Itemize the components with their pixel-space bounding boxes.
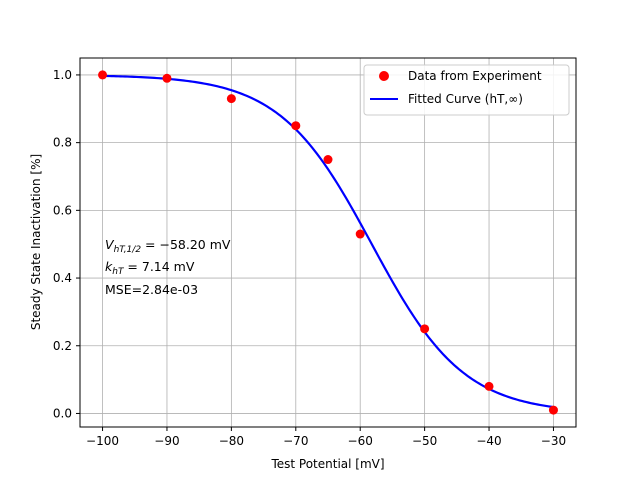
data-point — [355, 229, 365, 239]
y-tick-label: 0.8 — [53, 136, 72, 150]
y-tick-label: 0.4 — [53, 271, 72, 285]
legend-box — [363, 64, 570, 116]
x-tick-label: −50 — [412, 434, 437, 448]
y-tick-label: 0.0 — [53, 406, 72, 420]
data-point — [291, 121, 301, 131]
y-tick-label: 1.0 — [53, 68, 72, 82]
x-axis-ticks: −100 −90 −80 −70 −60 −50 −40 −30 — [86, 427, 566, 448]
y-axis-label: Steady State Inactivation [%] — [29, 154, 43, 330]
legend-label-fit: Fitted Curve (hT,∞) — [408, 92, 523, 106]
x-axis-label: Test Potential [mV] — [270, 457, 384, 471]
annotation-v-half: VhT,1/2 = −58.20 mV — [105, 237, 231, 255]
grid — [80, 58, 576, 427]
fitted-curve — [102, 74, 554, 409]
data-point — [162, 73, 172, 83]
x-tick-label: −70 — [283, 434, 308, 448]
x-tick-label: −60 — [348, 434, 373, 448]
y-tick-label: 0.2 — [53, 339, 72, 353]
legend: Data from Experiment Fitted Curve (hT,∞) — [363, 64, 570, 116]
x-tick-label: −90 — [154, 434, 179, 448]
data-point — [420, 324, 430, 334]
x-tick-label: −100 — [86, 434, 119, 448]
annotation-k: khT = 7.14 mV — [105, 259, 195, 277]
data-point — [323, 155, 333, 165]
plot-area — [80, 58, 576, 427]
legend-label-data: Data from Experiment — [408, 69, 542, 83]
x-tick-label: −30 — [541, 434, 566, 448]
data-points — [98, 70, 558, 415]
annotation: VhT,1/2 = −58.20 mV khT = 7.14 mV MSE=2.… — [105, 237, 231, 297]
y-tick-label: 0.6 — [53, 203, 72, 217]
data-point — [484, 381, 494, 391]
legend-marker-scatter — [379, 71, 389, 81]
data-point — [548, 405, 558, 415]
x-tick-label: −80 — [219, 434, 244, 448]
fitted-curve-line — [102, 74, 554, 409]
x-tick-label: −40 — [476, 434, 501, 448]
data-point — [98, 70, 108, 80]
y-axis-ticks: 0.0 0.2 0.4 0.6 0.8 1.0 — [53, 68, 80, 420]
data-point — [226, 94, 236, 104]
plot-frame — [79, 57, 577, 428]
annotation-mse: MSE=2.84e-03 — [105, 282, 198, 297]
